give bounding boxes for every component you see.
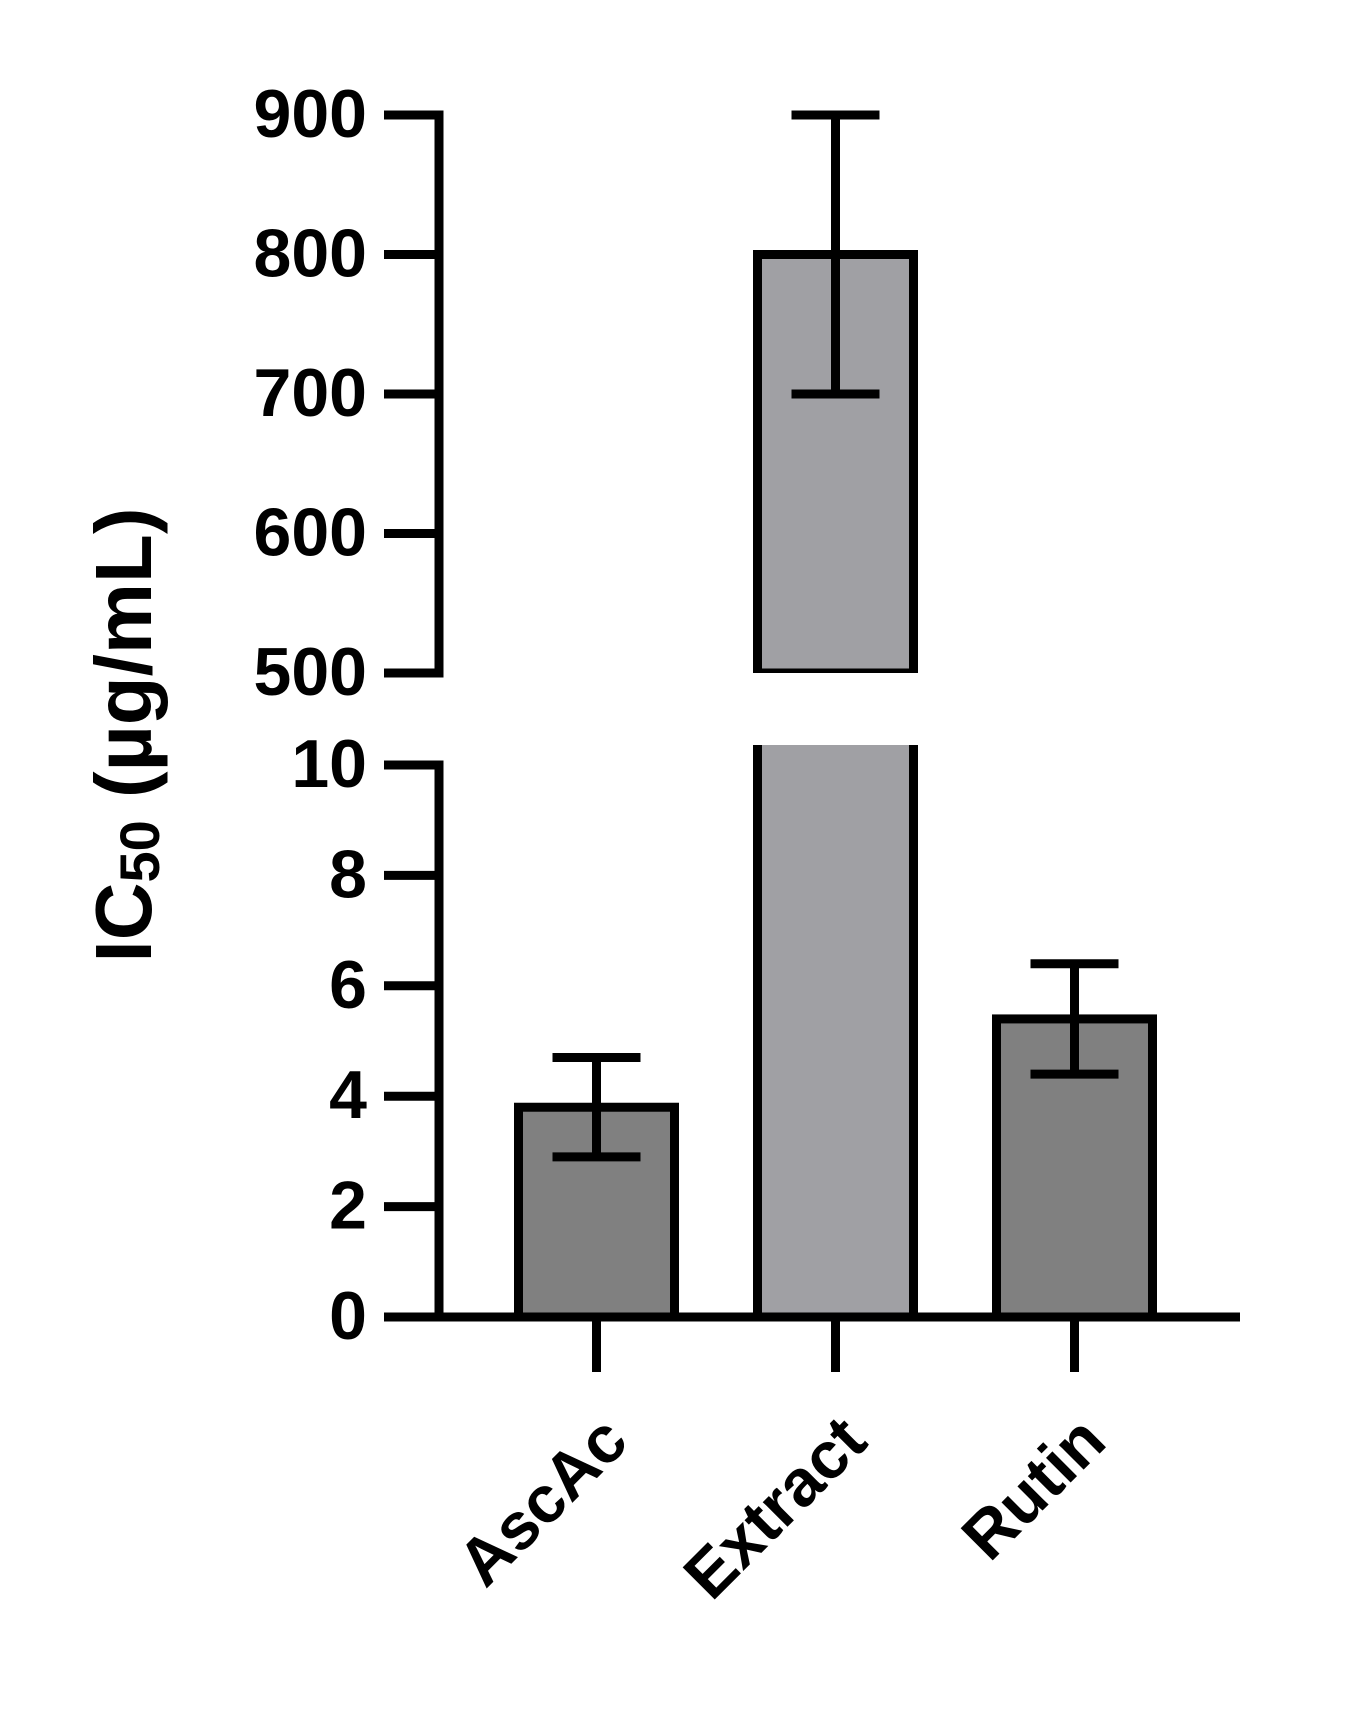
y-tick-label: 800 [254,215,367,291]
y-tick-label: 10 [291,726,367,802]
x-tick-label: AscAc [443,1402,641,1600]
y-tick-label: 4 [329,1057,367,1133]
bar [753,745,918,1317]
y-label-main: IC [79,883,168,963]
y-tick-label: 600 [254,494,367,570]
y-tick-label: 8 [329,836,367,912]
error-bar [1030,959,1119,1079]
y-tick-label: 700 [254,355,367,431]
y-label-rest: (µg/mL) [79,508,168,821]
y-tick-label: 900 [254,76,367,152]
y-label-sub: 50 [108,820,171,882]
y-axis-label: IC50 (µg/mL) [79,508,171,963]
y-tick-label: 6 [329,947,367,1023]
y-tick-label: 0 [329,1278,367,1354]
x-tick-label: Extract [669,1402,880,1613]
x-tick-label: Rutin [947,1402,1119,1574]
error-bar [552,1053,641,1162]
y-tick-label: 500 [254,634,367,710]
y-tick-label: 2 [329,1168,367,1244]
error-bar [791,110,880,399]
